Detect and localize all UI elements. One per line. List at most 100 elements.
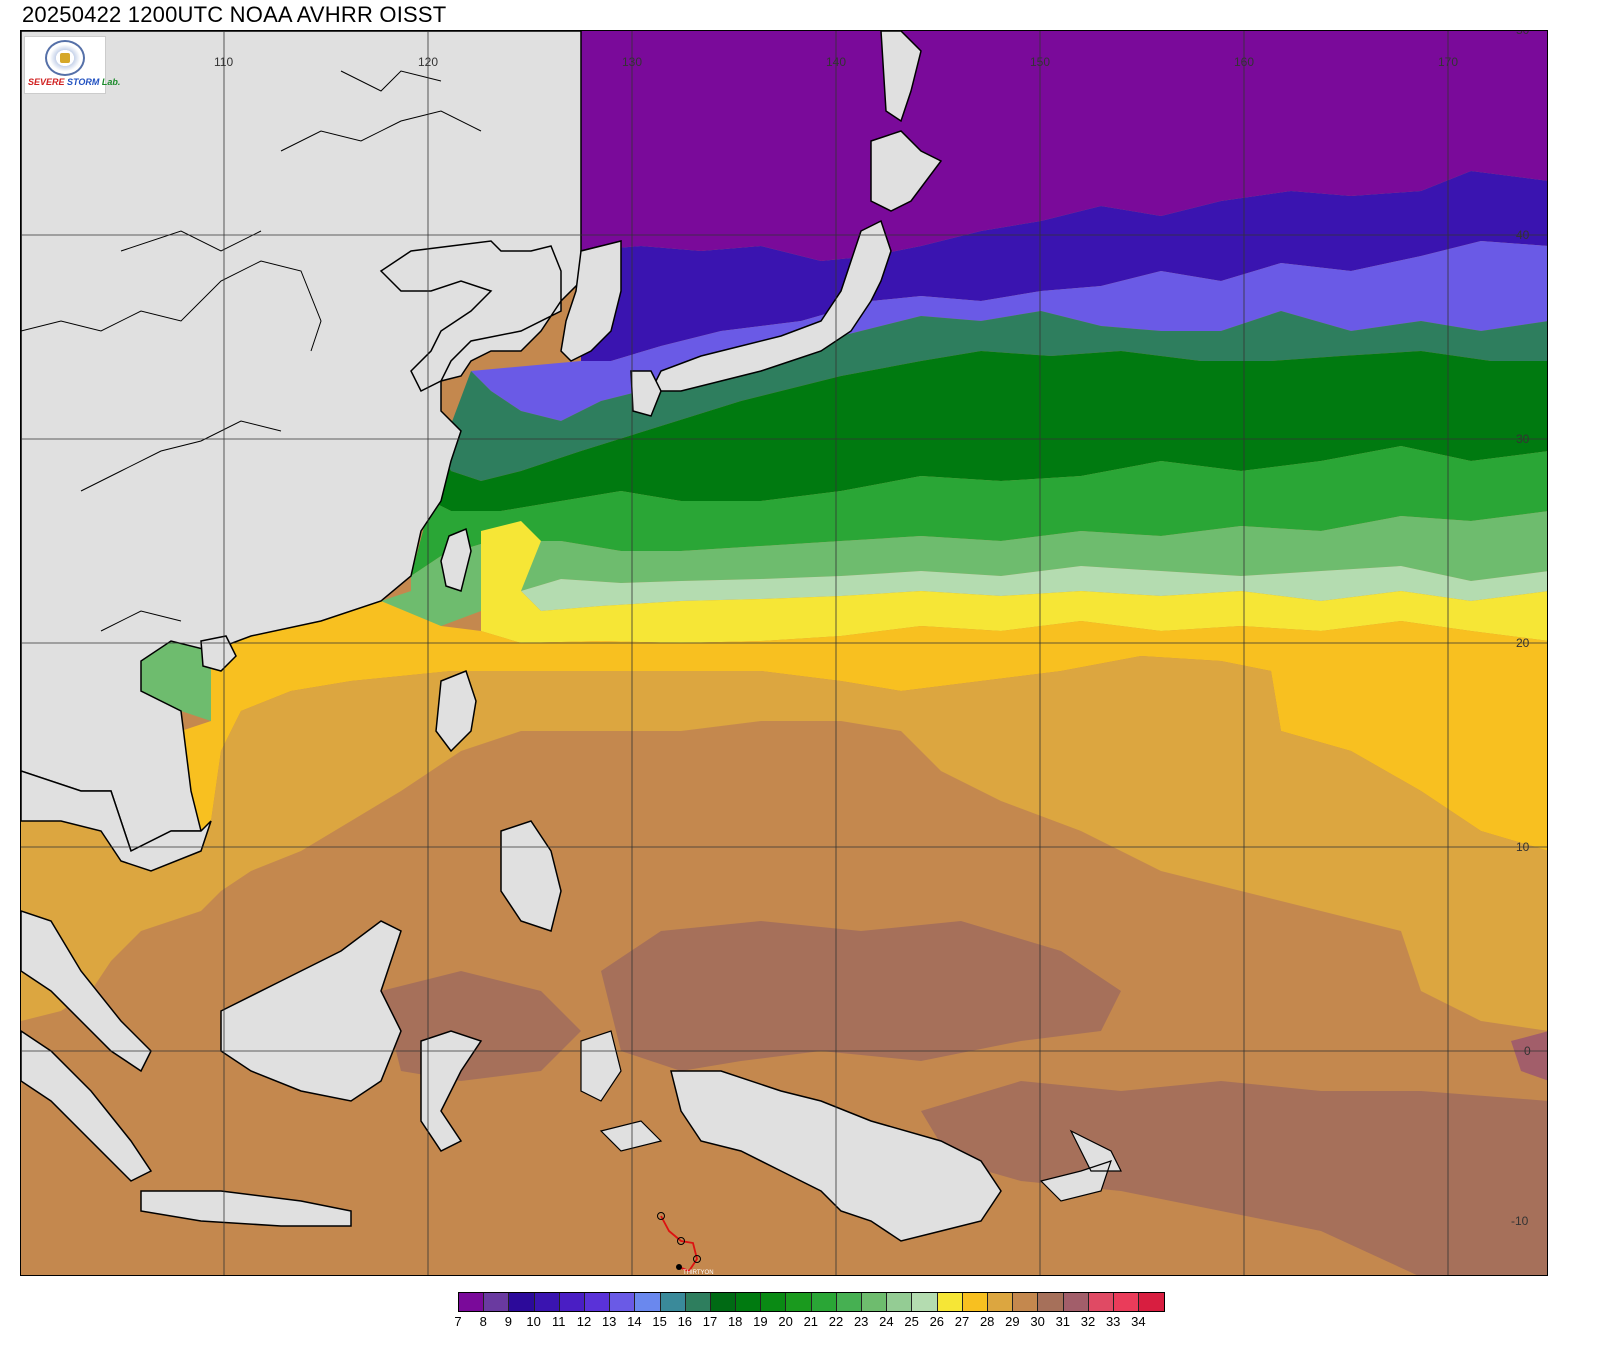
colorbar-label-25: 25 — [904, 1314, 919, 1329]
land-indochina — [21, 770, 212, 872]
colorbar-label-30: 30 — [1030, 1314, 1045, 1329]
colorbar-label-33: 33 — [1105, 1314, 1121, 1329]
lat-label-0: 0 — [1524, 1044, 1531, 1058]
lon-label-170: 170 — [1438, 55, 1459, 69]
sst-map: THIRTYON 110 120 130 140 150 160 170 50 … — [20, 30, 1548, 1276]
colorbar-swatch-26 — [937, 1293, 963, 1311]
lat-label-30: 30 — [1516, 432, 1530, 446]
colorbar-labels: 7 8 9 10 11 12 13 14 15 16 17 18 19 20 21 22 23 24 25 26 27 2… — [454, 1314, 1145, 1332]
colorbar-label-27: 27 — [954, 1314, 970, 1329]
land-malay — [21, 910, 152, 1073]
colorbar-swatch-8 — [484, 1293, 510, 1311]
colorbar-swatch-25 — [912, 1293, 938, 1311]
colorbar-label-19: 19 — [753, 1314, 768, 1329]
colorbar-label-18: 18 — [727, 1314, 743, 1329]
colorbar-swatch-15 — [660, 1293, 686, 1311]
colorbar-swatch-10 — [534, 1293, 560, 1311]
sst-band-30c — [921, 1081, 1547, 1275]
colorbar-label-34: 34 — [1131, 1314, 1146, 1329]
land-taiwan — [440, 527, 472, 592]
map-title: 20250422 1200UTC NOAA AVHRR OISST — [22, 2, 447, 27]
lon-label-130: 130 — [622, 55, 643, 69]
colorbar-swatch-31 — [1063, 1293, 1089, 1311]
colorbar-label-22: 22 — [828, 1314, 844, 1329]
land-hokkaido — [870, 130, 943, 212]
colorbar-swatch-20 — [786, 1293, 812, 1311]
colorbar-label-9: 9 — [504, 1314, 513, 1329]
severe-storm-lab-logo: SEVERE STORM Lab. — [24, 36, 120, 94]
sst-band-30 — [601, 921, 1121, 1071]
colorbar-label-10: 10 — [526, 1314, 541, 1329]
sst-band-7 — [581, 31, 1547, 261]
lat-label-40: 40 — [1516, 228, 1530, 242]
sst-band-21 — [411, 446, 1547, 576]
logo-text: SEVERE STORM Lab. — [28, 77, 121, 87]
colorbar-label-8: 8 — [479, 1314, 487, 1329]
lon-label-120: 120 — [418, 55, 439, 69]
colorbar-swatch-13 — [610, 1293, 636, 1311]
land-sulawesi — [420, 1030, 483, 1152]
colorbar-swatch-14 — [635, 1293, 661, 1311]
storm-track-label: THIRTYON — [683, 1270, 714, 1276]
land-korea — [560, 240, 622, 362]
colorbar-swatch-22 — [836, 1293, 862, 1311]
colorbar-label-24: 24 — [879, 1314, 894, 1329]
colorbar-swatch-16 — [685, 1293, 711, 1311]
colorbar-swatch-21 — [811, 1293, 837, 1311]
colorbar-swatch-23 — [862, 1293, 888, 1311]
land-hainan — [200, 635, 237, 672]
colorbar-label-21: 21 — [803, 1314, 819, 1329]
colorbar-swatch-12 — [584, 1293, 611, 1311]
lat-label-20: 20 — [1516, 636, 1530, 650]
colorbar-swatch-11 — [559, 1293, 585, 1311]
colorbar-swatch-34 — [1139, 1293, 1165, 1311]
sst-band-18 — [431, 351, 1547, 511]
colorbar — [458, 1292, 1166, 1312]
lon-label-110: 110 — [214, 55, 234, 69]
colorbar-swatch-18 — [736, 1293, 762, 1311]
colorbar-label-20: 20 — [778, 1314, 793, 1329]
colorbar-label-31: 31 — [1055, 1314, 1071, 1329]
colorbar-swatch-27 — [962, 1293, 988, 1311]
land-small-islands — [580, 1030, 1122, 1202]
colorbar-label-17: 17 — [702, 1314, 718, 1329]
land-philippines-south — [500, 820, 562, 932]
colorbar-swatch-9 — [509, 1293, 535, 1311]
colorbar-swatch-33 — [1113, 1293, 1140, 1311]
colorbar-swatch-24 — [887, 1293, 913, 1311]
lon-label-150: 150 — [1030, 55, 1051, 69]
colorbar-label-11: 11 — [552, 1314, 566, 1329]
sst-band-16 — [441, 311, 1547, 481]
sst-band-25 — [521, 566, 1547, 611]
land-japan — [649, 219, 892, 392]
colorbar-label-28: 28 — [979, 1314, 995, 1329]
sst-map-canvas: THIRTYON — [21, 31, 1547, 1276]
sst-band-26 — [481, 521, 1547, 643]
colorbar-label-7: 7 — [454, 1314, 462, 1329]
lon-label-160: 160 — [1234, 55, 1255, 69]
land-kyushu — [630, 370, 662, 417]
colorbar-swatch-29 — [1013, 1293, 1039, 1311]
colorbar-label-23: 23 — [853, 1314, 869, 1329]
colorbar-label-13: 13 — [601, 1314, 617, 1329]
colorbar-label-15: 15 — [652, 1314, 667, 1329]
sst-band-31 — [1511, 1031, 1547, 1081]
lon-label-140: 140 — [826, 55, 847, 69]
colorbar-label-12: 12 — [576, 1314, 592, 1329]
colorbar-label-26: 26 — [929, 1314, 945, 1329]
colorbar-swatch-7 — [459, 1293, 485, 1311]
colorbar-swatch-19 — [761, 1293, 787, 1311]
colorbar-swatch-30 — [1038, 1293, 1064, 1311]
land-sumatra — [21, 1030, 153, 1182]
land-java — [140, 1190, 352, 1227]
colorbar-swatch-28 — [987, 1293, 1014, 1311]
land-sakhalin — [880, 31, 922, 123]
lat-label-minus10: -10 — [1511, 1214, 1529, 1228]
land-philippines-luzon — [435, 670, 477, 753]
country-borders — [21, 70, 482, 632]
colorbar-label-29: 29 — [1005, 1314, 1020, 1329]
colorbar-swatch-32 — [1088, 1293, 1114, 1311]
storm-track: THIRTYON — [657, 1212, 714, 1276]
seal-icon — [45, 40, 85, 76]
lat-label-50: 50 — [1516, 30, 1530, 37]
